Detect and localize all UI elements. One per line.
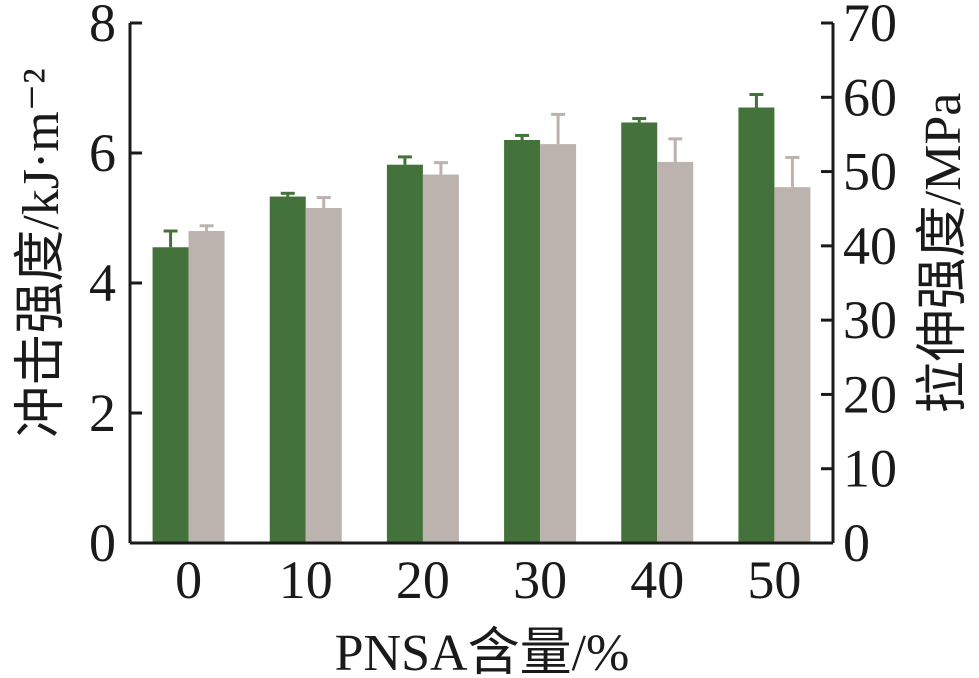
y-right-tick-label: 10 xyxy=(843,439,897,499)
y-left-tick-label: 4 xyxy=(89,253,116,313)
bar-series1-30 xyxy=(504,140,541,543)
bar-series1-10 xyxy=(269,196,306,544)
y-right-tick-label: 70 xyxy=(843,0,897,53)
y-right-tick-label: 30 xyxy=(843,290,897,350)
y-axis-right-label: 拉伸强度/MPa xyxy=(915,93,972,414)
y-axis-left-label: 冲击强度/kJ·m⁻² xyxy=(13,68,70,438)
y-right-tick-label: 50 xyxy=(843,142,897,202)
x-tick-label: 30 xyxy=(513,550,567,610)
bar-series2-40 xyxy=(657,161,694,543)
y-right-tick-label: 20 xyxy=(843,364,897,424)
bar-series2-30 xyxy=(540,144,577,544)
y-right-tick-label: 40 xyxy=(843,216,897,276)
bar-series1-50 xyxy=(738,107,775,543)
y-left-tick-label: 6 xyxy=(89,123,116,183)
x-tick-label: 40 xyxy=(630,550,684,610)
bar-series1-40 xyxy=(621,122,658,543)
tick-labels-layer: 0 10 20 30 40 50 0 2 4 6 8 0 10 20 30 40 50 60 70 xyxy=(89,0,897,610)
y-right-tick-label: 60 xyxy=(843,67,897,127)
y-left-tick-label: 8 xyxy=(89,0,116,53)
x-tick-label: 50 xyxy=(747,550,801,610)
bar-series2-10 xyxy=(305,207,342,543)
x-axis-label: PNSA含量/% xyxy=(335,625,630,678)
x-tick-label: 10 xyxy=(279,550,333,610)
bars-layer xyxy=(152,93,811,544)
y-right-tick-label: 0 xyxy=(843,513,870,573)
bar-series1-20 xyxy=(386,164,423,543)
x-tick-label: 20 xyxy=(396,550,450,610)
bar-series2-20 xyxy=(422,174,459,544)
axes-layer xyxy=(128,21,835,545)
y-left-tick-label: 2 xyxy=(89,383,116,443)
bar-series1-0 xyxy=(152,247,189,543)
y-left-tick-label: 0 xyxy=(89,513,116,573)
bar-series2-0 xyxy=(188,231,225,543)
bar-series2-50 xyxy=(774,187,811,543)
x-tick-label: 0 xyxy=(175,550,202,610)
